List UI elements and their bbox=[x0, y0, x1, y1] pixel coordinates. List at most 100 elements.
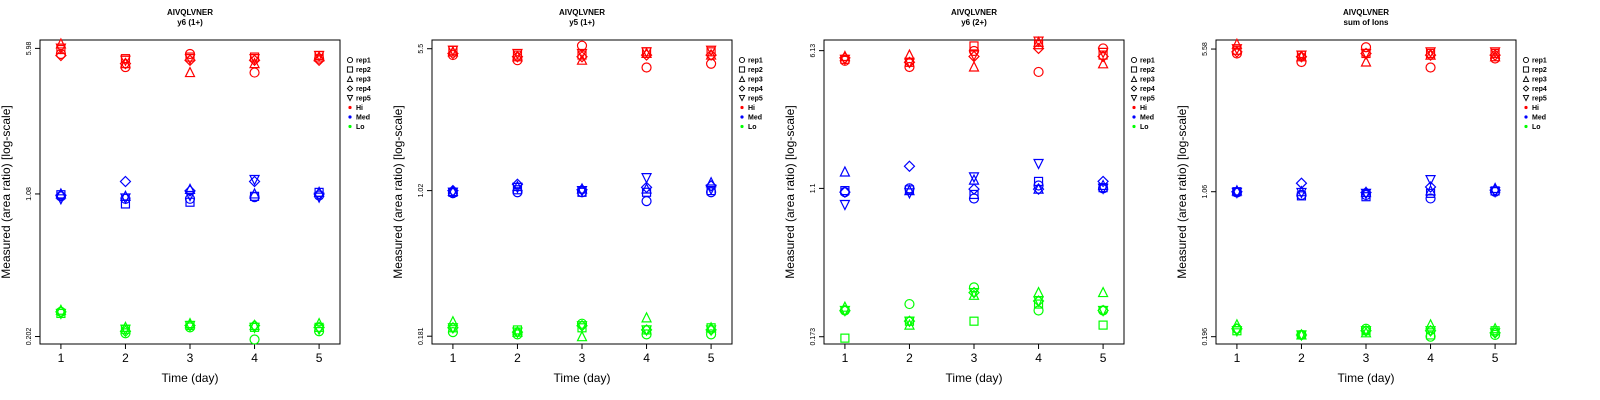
x-tick-label: 3 bbox=[187, 351, 194, 365]
data-point-med-rep5 bbox=[576, 186, 588, 197]
data-point-hi-rep5 bbox=[447, 45, 459, 57]
legend: rep1 rep2 rep3 rep4 rep5 Hi Med Lo bbox=[346, 56, 371, 131]
data-point-hi-rep1 bbox=[904, 61, 915, 73]
data-point-lo-rep1 bbox=[249, 334, 260, 345]
data-point-med-rep5 bbox=[1425, 175, 1437, 186]
data-point-hi-rep5 bbox=[968, 50, 980, 62]
plot-frame bbox=[431, 39, 733, 345]
legend-label-rep4: rep4 bbox=[1532, 86, 1547, 93]
legend-label-rep1: rep1 bbox=[748, 58, 763, 65]
data-point-med-rep2 bbox=[185, 197, 195, 207]
data-point-med-rep4 bbox=[705, 179, 717, 192]
data-point-med-rep4 bbox=[248, 175, 261, 188]
data-point-lo-rep2 bbox=[1033, 299, 1044, 309]
data-point-lo-rep5 bbox=[1231, 326, 1243, 338]
data-point-med-rep4 bbox=[119, 175, 132, 188]
x-tick-label: 4 bbox=[251, 351, 258, 365]
data-point-lo-rep5 bbox=[55, 308, 67, 320]
data-point-lo-rep3 bbox=[249, 319, 261, 331]
data-point-med-rep5 bbox=[511, 182, 523, 194]
legend-label-hi: Hi bbox=[748, 105, 755, 112]
y-tick-label: 6.13 bbox=[810, 44, 817, 58]
data-point-hi-rep5 bbox=[184, 54, 196, 65]
legend-symbol-rep2 bbox=[738, 66, 746, 73]
data-point-med-rep4 bbox=[511, 178, 524, 191]
legend-symbol-rep5 bbox=[738, 94, 746, 102]
legend-dot-lo bbox=[1132, 124, 1136, 129]
legend-symbol-rep4 bbox=[738, 85, 746, 92]
data-point-lo-rep5 bbox=[1489, 328, 1501, 340]
data-point-med-rep3 bbox=[511, 180, 523, 192]
legend-label-rep2: rep2 bbox=[1532, 67, 1547, 74]
legend-label-rep5: rep5 bbox=[1140, 96, 1155, 103]
data-point-lo-rep1 bbox=[705, 329, 717, 340]
legend-symbol-rep2 bbox=[1522, 66, 1530, 73]
data-point-med-rep5 bbox=[447, 187, 459, 199]
x-tick-label: 3 bbox=[579, 351, 586, 365]
data-point-med-rep4 bbox=[903, 160, 916, 173]
data-point-hi-rep4 bbox=[640, 49, 653, 61]
data-point-lo-rep3 bbox=[1097, 286, 1109, 298]
data-point-hi-rep5 bbox=[705, 45, 717, 57]
data-point-med-rep3 bbox=[1360, 186, 1372, 198]
data-point-hi-rep2 bbox=[969, 41, 979, 51]
x-tick-label: 1 bbox=[58, 351, 65, 365]
legend-label-lo: Lo bbox=[1140, 124, 1149, 131]
legend-label-rep1: rep1 bbox=[356, 58, 371, 65]
data-point-hi-rep5 bbox=[119, 55, 131, 67]
legend-symbol-rep3 bbox=[1522, 75, 1530, 83]
legend-label-lo: Lo bbox=[1532, 124, 1541, 131]
x-tick-label: 2 bbox=[122, 351, 129, 365]
x-tick-label: 5 bbox=[708, 351, 715, 365]
data-point-lo-rep5 bbox=[839, 305, 851, 317]
data-point-hi-rep5 bbox=[1360, 48, 1372, 60]
x-tick-label: 2 bbox=[514, 351, 521, 365]
data-point-med-rep5 bbox=[55, 194, 67, 206]
data-point-lo-rep4 bbox=[55, 305, 67, 318]
y-axis-label: Measured (area ratio) [log-scale] bbox=[391, 105, 405, 278]
data-point-med-rep5 bbox=[1231, 187, 1243, 199]
data-point-hi-rep5 bbox=[1425, 47, 1437, 59]
chart-subtitle: y6 (1+) bbox=[177, 18, 203, 27]
data-point-lo-rep5 bbox=[447, 323, 459, 335]
legend-label-med: Med bbox=[1140, 115, 1154, 122]
data-point-hi-rep1 bbox=[1425, 62, 1436, 73]
legend-label-rep4: rep4 bbox=[748, 86, 763, 93]
data-point-lo-rep5 bbox=[1425, 326, 1437, 338]
legend-symbol-rep5 bbox=[1130, 94, 1138, 102]
data-point-hi-rep3 bbox=[184, 66, 196, 78]
legend-label-rep5: rep5 bbox=[356, 96, 371, 103]
legend-symbol-rep3 bbox=[1130, 75, 1138, 83]
legend-label-lo: Lo bbox=[748, 124, 757, 131]
data-point-hi-rep3 bbox=[903, 48, 915, 60]
legend-label-rep3: rep3 bbox=[356, 77, 371, 84]
legend-dot-med bbox=[740, 115, 744, 119]
x-axis-label: Time (day) bbox=[162, 371, 219, 385]
y-tick-label: 5.58 bbox=[1202, 42, 1209, 56]
data-point-hi-rep5 bbox=[1097, 47, 1109, 59]
data-point-med-rep3 bbox=[1097, 179, 1109, 191]
data-point-med-rep5 bbox=[1360, 188, 1372, 200]
data-point-hi-rep4 bbox=[1032, 42, 1045, 55]
data-point-lo-rep2 bbox=[1098, 320, 1108, 330]
data-point-hi-rep3 bbox=[705, 48, 717, 60]
legend-symbol-rep1 bbox=[1130, 56, 1138, 64]
data-point-hi-rep5 bbox=[839, 54, 851, 66]
data-point-hi-rep4 bbox=[313, 54, 325, 67]
legend-label-rep5: rep5 bbox=[1532, 96, 1547, 103]
data-point-med-rep4 bbox=[184, 185, 196, 197]
data-point-hi-rep5 bbox=[641, 47, 653, 59]
data-point-hi-rep1 bbox=[1033, 66, 1044, 78]
chart-subtitle: y6 (2+) bbox=[961, 18, 987, 27]
x-tick-label: 4 bbox=[1427, 351, 1434, 365]
data-point-hi-rep1 bbox=[249, 67, 260, 78]
y-tick-label: 0.202 bbox=[26, 328, 33, 346]
data-point-hi-rep4 bbox=[968, 50, 980, 63]
data-point-lo-rep5 bbox=[1097, 305, 1109, 317]
data-point-hi-rep4 bbox=[705, 49, 717, 61]
data-point-med-rep5 bbox=[184, 190, 196, 202]
data-point-med-rep5 bbox=[1295, 187, 1307, 199]
y-axis-label: Measured (area ratio) [log-scale] bbox=[1175, 105, 1189, 278]
